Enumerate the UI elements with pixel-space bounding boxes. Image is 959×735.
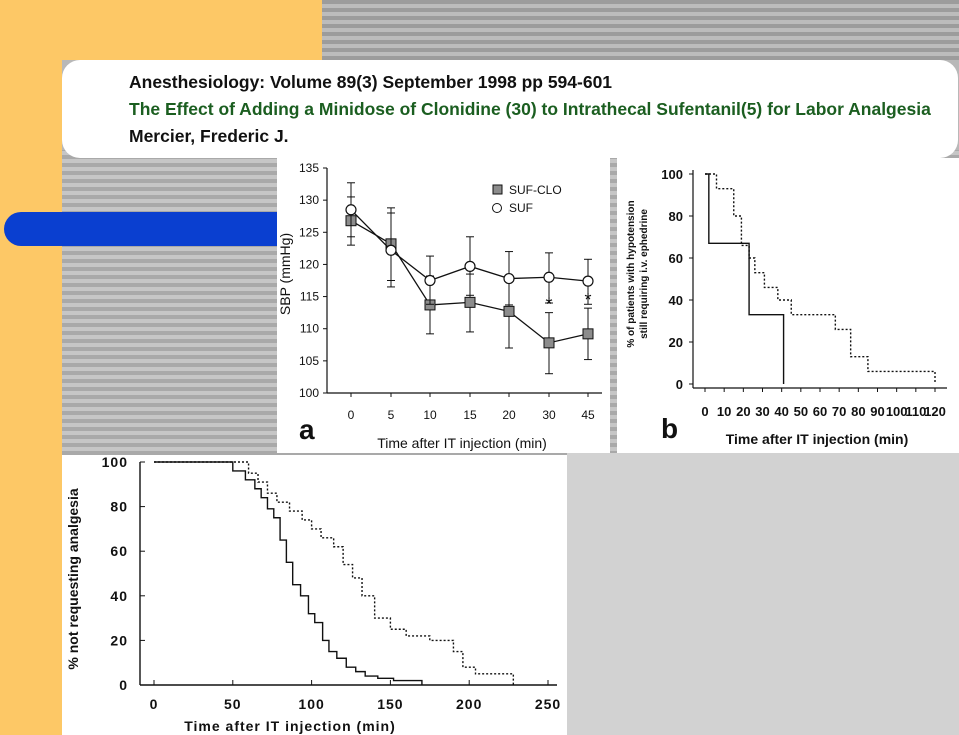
data-point-circle xyxy=(464,260,476,272)
chart-c-y-tick-label: 20 xyxy=(110,632,128,648)
chart-c-y-tick-label: 100 xyxy=(102,455,128,470)
article-author: Mercier, Frederic J. xyxy=(129,126,289,146)
chart-a-y-tick-label: 110 xyxy=(300,322,319,336)
journal-citation: Anesthesiology: Volume 89(3) September 1… xyxy=(129,72,613,92)
slide-background-left xyxy=(0,0,62,735)
chart-c-x-tick-label: 50 xyxy=(224,696,242,712)
data-point-square xyxy=(543,337,555,349)
data-point-square xyxy=(582,328,594,340)
chart-a-x-tick-label: 0 xyxy=(348,408,355,422)
chart-b-x-tick-label: 120 xyxy=(924,404,946,419)
chart-b-x-tick-label: 40 xyxy=(774,404,788,419)
citation-header: Anesthesiology: Volume 89(3) September 1… xyxy=(62,60,958,158)
chart-b-x-axis-label: Time after IT injection (min) xyxy=(726,431,909,447)
data-point-circle xyxy=(345,204,357,216)
chart-a-x-tick-label: 30 xyxy=(542,408,556,422)
significance-asterisk: * xyxy=(545,295,552,315)
series-step-dotted xyxy=(705,173,936,384)
chart-a-x-tick-label: 15 xyxy=(463,408,477,422)
chart-a-y-tick-label: 125 xyxy=(299,225,319,239)
chart-c-x-tick-label: 0 xyxy=(150,696,159,712)
series-step-dotted xyxy=(154,461,515,685)
chart-b-x-tick-label: 60 xyxy=(813,404,827,419)
sbp-line-chart: SBP (mmHg) Time after IT injection (min)… xyxy=(277,161,602,451)
chart-a-y-tick-label: 115 xyxy=(300,290,319,304)
chart-c-x-axis-label: Time after IT injection (min) xyxy=(184,718,396,734)
chart-c-x-tick-label: 150 xyxy=(377,696,403,712)
data-point-circle xyxy=(503,272,515,285)
data-point-square xyxy=(464,296,476,308)
chart-a-y-tick-label: 130 xyxy=(299,193,319,207)
chart-c-y-tick-label: 60 xyxy=(110,543,128,559)
chart-b-y-axis-label-line2: still requiring i.v. ephedrine xyxy=(639,209,650,339)
chart-a-panel-label: a xyxy=(299,414,315,445)
chart-a-x-axis-label: Time after IT injection (min) xyxy=(377,435,547,451)
chart-b-panel-label: b xyxy=(661,413,678,444)
slide-background-top-right xyxy=(322,0,959,60)
chart-a-y-tick-label: 105 xyxy=(299,354,319,368)
chart-c-y-tick-label: 0 xyxy=(119,677,128,693)
chart-b-x-tick-label: 70 xyxy=(832,404,846,419)
data-point-circle xyxy=(424,274,436,287)
chart-panel-c: % not requesting analgesia Time after IT… xyxy=(62,455,567,735)
chart-a-x-tick-label: 10 xyxy=(423,408,437,422)
chart-b-y-tick-label: 100 xyxy=(661,167,683,182)
chart-c-y-axis-label: % not requesting analgesia xyxy=(65,488,81,669)
data-point-circle xyxy=(385,244,397,256)
series-step-solid xyxy=(154,461,423,685)
data-point-circle xyxy=(543,271,555,283)
chart-b-x-tick-label: 20 xyxy=(736,404,750,419)
slide-background-lower-right xyxy=(567,453,959,735)
chart-c-y-tick-label: 80 xyxy=(110,499,128,515)
chart-b-x-tick-label: 100 xyxy=(886,404,908,419)
chart-a-y-tick-label: 100 xyxy=(299,386,319,400)
chart-c-x-tick-label: 250 xyxy=(535,696,561,712)
chart-b-x-tick-label: 0 xyxy=(701,404,708,419)
chart-b-y-tick-label: 0 xyxy=(676,377,683,392)
legend-marker-square xyxy=(492,184,503,195)
data-point-circle xyxy=(582,275,594,287)
chart-b-y-axis-label-line1: % of patients with hypotension xyxy=(626,200,637,347)
chart-c-y-tick-label: 40 xyxy=(110,588,128,604)
chart-a-y-tick-label: 135 xyxy=(299,161,319,175)
chart-b-y-tick-label: 60 xyxy=(669,251,683,266)
decorative-blue-bar xyxy=(4,212,294,246)
chart-a-y-axis-label: SBP (mmHg) xyxy=(277,233,293,315)
legend-marker-circle xyxy=(492,203,502,213)
legend-label: SUF-CLO xyxy=(509,183,562,197)
chart-a-x-tick-label: 45 xyxy=(581,408,595,422)
chart-a-x-tick-label: 20 xyxy=(502,408,516,422)
chart-panel-b: % of patients with hypotension still req… xyxy=(617,158,959,453)
legend-label: SUF xyxy=(509,201,533,215)
chart-b-x-tick-label: 80 xyxy=(851,404,865,419)
chart-b-x-tick-label: 90 xyxy=(870,404,884,419)
chart-b-x-tick-label: 30 xyxy=(755,404,769,419)
chart-a-x-tick-label: 5 xyxy=(388,408,395,422)
chart-panel-a: SBP (mmHg) Time after IT injection (min)… xyxy=(277,158,610,453)
chart-a-y-tick-label: 120 xyxy=(299,257,319,271)
chart-b-x-tick-label: 10 xyxy=(717,404,731,419)
data-point-square xyxy=(503,305,515,317)
slide-background-top-left xyxy=(62,0,322,60)
chart-b-y-tick-label: 80 xyxy=(669,209,683,224)
article-title: The Effect of Adding a Minidose of Cloni… xyxy=(129,99,931,119)
chart-b-y-tick-label: 40 xyxy=(669,293,683,308)
chart-b-x-tick-label: 50 xyxy=(794,404,808,419)
chart-b-x-tick-label: 110 xyxy=(905,404,926,419)
hypotension-survival-chart: % of patients with hypotension still req… xyxy=(626,167,947,447)
chart-c-x-tick-label: 200 xyxy=(456,696,482,712)
analgesia-survival-chart: % not requesting analgesia Time after IT… xyxy=(65,455,561,734)
chart-c-x-tick-label: 100 xyxy=(298,696,324,712)
significance-asterisk: * xyxy=(584,290,591,310)
series-step-solid xyxy=(705,173,785,384)
chart-b-y-tick-label: 20 xyxy=(669,335,683,350)
